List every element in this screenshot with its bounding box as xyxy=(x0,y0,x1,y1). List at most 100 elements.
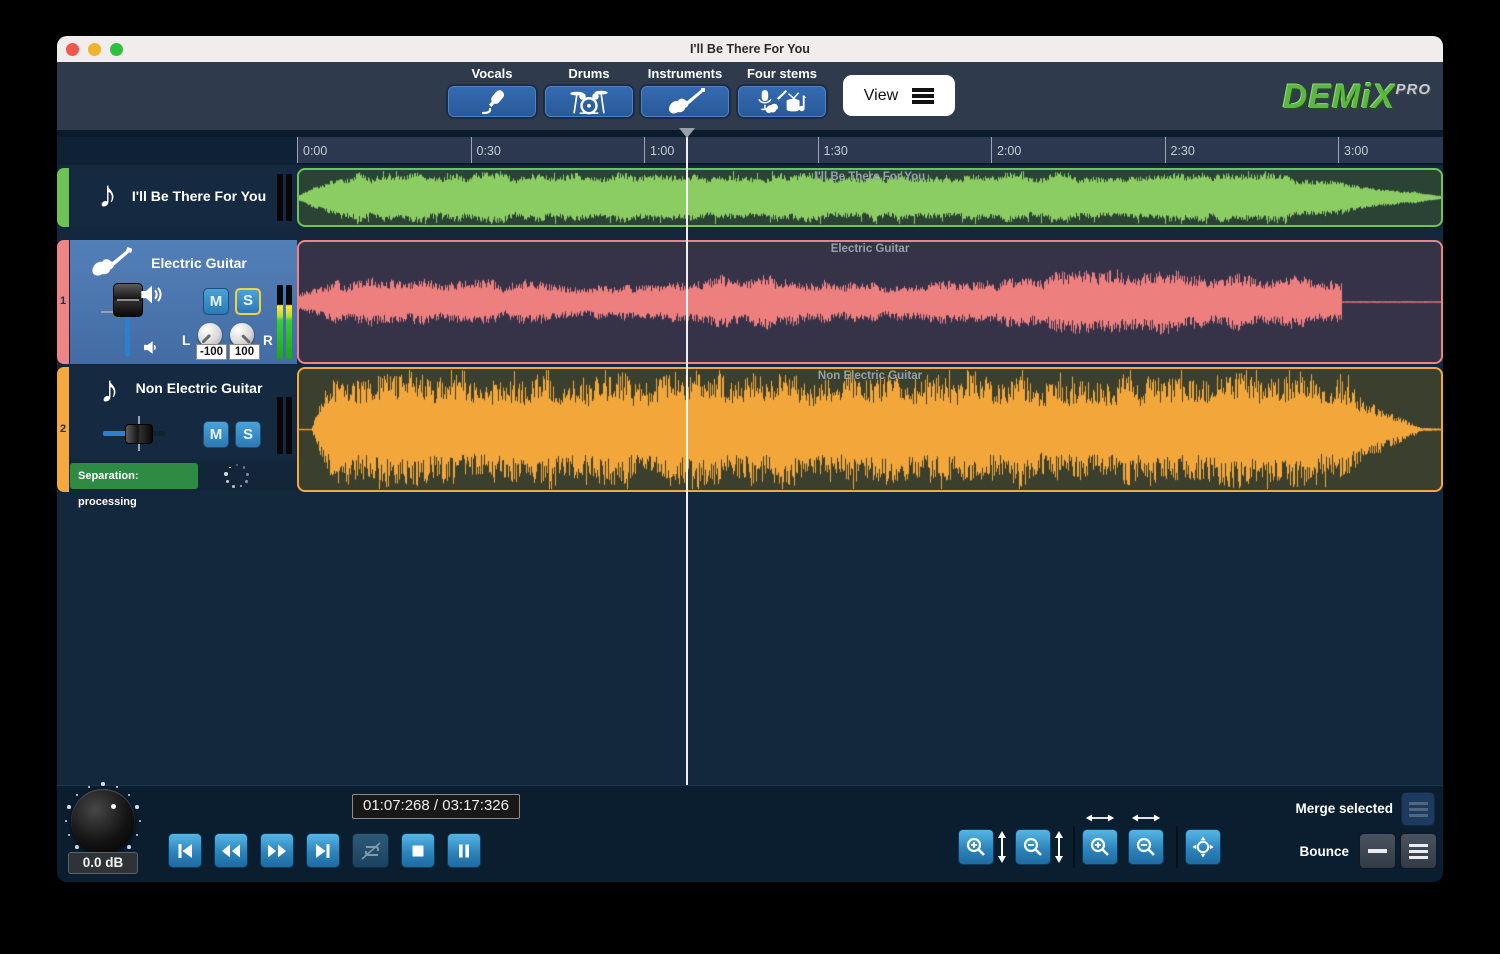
bounce-remove-button[interactable] xyxy=(1359,833,1396,869)
window-title: I'll Be There For You xyxy=(690,42,810,56)
knob-scale-dot xyxy=(64,819,68,823)
instruments-separation-button[interactable] xyxy=(639,84,731,119)
playhead-line[interactable] xyxy=(686,137,688,785)
zoom-in-icon xyxy=(966,837,985,856)
vertical-axis-arrows-icon xyxy=(998,831,1006,863)
master-volume-value: 0.0 dB xyxy=(68,852,138,874)
loop-button[interactable] xyxy=(352,833,389,868)
skip-start-icon xyxy=(178,843,192,858)
speaker-quiet-icon xyxy=(144,341,156,354)
track-header-electric-guitar[interactable]: Electric Guitar M S L R -100 100 xyxy=(70,240,297,364)
master-volume-knob[interactable] xyxy=(71,789,135,853)
clip-label: I'll Be There For You xyxy=(814,171,926,183)
drums-separation-button[interactable] xyxy=(543,84,635,119)
merge-menu-icon xyxy=(1408,801,1428,817)
level-meters xyxy=(277,174,292,221)
track-row-mix: ♪ I'll Be There For You I'll Be There Fo… xyxy=(57,168,1443,227)
toolbar-divider xyxy=(1176,826,1178,868)
timeline-ruler[interactable]: 0:00 0:30 1:00 1:30 2:00 2:30 3:00 xyxy=(297,137,1443,165)
track-title: Non Electric Guitar xyxy=(135,380,263,396)
meter-bar xyxy=(277,397,283,454)
zoom-fit-button[interactable] xyxy=(1185,829,1221,865)
meter-bar xyxy=(277,174,283,221)
waveform-electric-guitar xyxy=(299,242,1441,362)
clip-label: Electric Guitar xyxy=(830,243,910,255)
pan-right-knob[interactable] xyxy=(230,323,254,347)
pan-left-label: L xyxy=(182,333,191,348)
waveform-non-electric-guitar xyxy=(299,369,1441,490)
pause-icon xyxy=(459,844,469,857)
volume-fader-knob[interactable] xyxy=(113,283,143,317)
zoom-in-horizontal-button[interactable] xyxy=(1082,829,1118,865)
volume-fader-knob[interactable] xyxy=(125,424,153,444)
audio-clip-non-electric-guitar[interactable]: Non Electric Guitar xyxy=(297,367,1443,492)
knob-scale-dot xyxy=(115,785,119,789)
merge-selected-label: Merge selected xyxy=(1295,801,1393,816)
vocals-separation-button[interactable] xyxy=(446,84,538,119)
pause-button[interactable] xyxy=(447,833,481,868)
fast-forward-button[interactable] xyxy=(260,833,294,868)
pan-left-knob[interactable] xyxy=(198,323,222,347)
meter-bar xyxy=(277,285,283,359)
mute-button[interactable]: M xyxy=(203,421,229,448)
zoom-out-vertical-button[interactable] xyxy=(1015,829,1051,865)
skip-to-start-button[interactable] xyxy=(168,833,202,868)
zoom-out-horizontal-button[interactable] xyxy=(1128,829,1164,865)
drums-label: Drums xyxy=(568,66,610,81)
microphone-icon xyxy=(481,89,505,114)
audio-clip-mix[interactable]: I'll Be There For You xyxy=(297,168,1443,227)
pan-right-value[interactable]: 100 xyxy=(229,344,260,360)
titlebar: I'll Be There For You xyxy=(57,36,1443,62)
zoom-out-icon xyxy=(1023,837,1042,856)
solo-button[interactable]: S xyxy=(235,288,261,315)
zoom-in-vertical-button[interactable] xyxy=(958,829,994,865)
knob-scale-dot xyxy=(135,805,139,809)
skip-to-end-button[interactable] xyxy=(306,833,340,868)
four-stems-separation-button[interactable] xyxy=(736,84,828,119)
guitar-icon xyxy=(669,87,705,113)
rewind-button[interactable] xyxy=(214,833,248,868)
horizontal-axis-arrows-icon xyxy=(1085,814,1115,822)
track-color-strip xyxy=(57,168,69,227)
ruler-tick: 0:00 xyxy=(297,137,327,163)
knob-scale-dot xyxy=(135,833,139,837)
bounce-menu-button[interactable] xyxy=(1400,833,1437,869)
waveform-mix xyxy=(299,170,1441,225)
pan-left-value[interactable]: -100 xyxy=(196,344,227,360)
track-row-non-electric-guitar: 2 ♪ Non Electric Guitar M S Separation: … xyxy=(57,367,1443,508)
audio-clip-electric-guitar[interactable]: Electric Guitar xyxy=(297,240,1443,364)
minimize-button[interactable] xyxy=(88,42,101,56)
knob-scale-dot xyxy=(138,819,142,823)
merge-selected-button[interactable] xyxy=(1401,792,1435,826)
knob-scale-dot xyxy=(101,782,105,786)
stop-icon xyxy=(412,845,424,856)
maximize-button[interactable] xyxy=(110,42,123,56)
solo-button[interactable]: S xyxy=(235,421,261,448)
knob-pointer xyxy=(201,334,211,344)
rewind-icon xyxy=(222,844,240,857)
fast-forward-icon xyxy=(268,844,286,857)
ruler-tick: 2:00 xyxy=(991,137,1021,163)
zoom-in-icon xyxy=(1090,837,1109,856)
loop-disabled-icon xyxy=(360,841,381,860)
ruler-tick: 3:00 xyxy=(1338,137,1368,163)
four-stems-label: Four stems xyxy=(746,66,818,81)
track-color-strip: 2 xyxy=(57,367,69,492)
mute-button[interactable]: M xyxy=(203,288,229,315)
transport-controls xyxy=(168,833,481,868)
track-header-mix[interactable]: ♪ I'll Be There For You xyxy=(70,168,297,227)
playhead-marker[interactable] xyxy=(679,128,695,138)
knob-indicator-dot xyxy=(111,804,116,809)
four-stems-icon xyxy=(758,89,806,113)
volume-fader-fill xyxy=(103,431,133,436)
stop-button[interactable] xyxy=(401,833,435,868)
brand-name: DEMiX xyxy=(1282,78,1396,116)
meter-bar xyxy=(286,174,292,221)
fader-zero-line xyxy=(101,311,114,313)
minus-icon xyxy=(1368,849,1387,853)
brand-suffix: PRO xyxy=(1395,81,1431,98)
knob-scale-dot xyxy=(127,845,131,849)
view-menu-button[interactable]: View xyxy=(843,75,955,116)
track-header-non-electric-guitar[interactable]: ♪ Non Electric Guitar M S xyxy=(70,367,297,459)
close-button[interactable] xyxy=(66,42,79,56)
